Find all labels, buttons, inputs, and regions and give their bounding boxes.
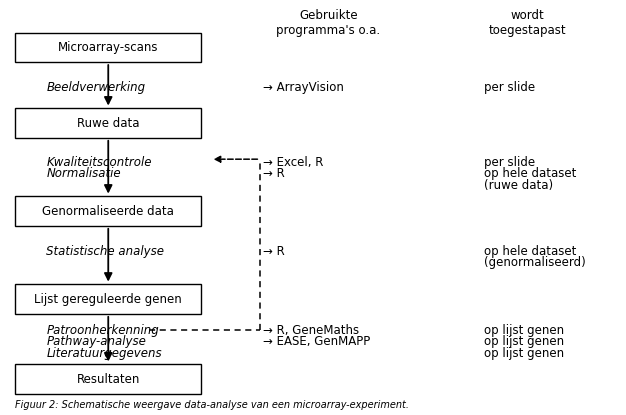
Text: (ruwe data): (ruwe data): [484, 179, 553, 192]
Text: Ruwe data: Ruwe data: [77, 117, 140, 129]
Text: Literatuurgegevens: Literatuurgegevens: [46, 347, 162, 360]
Text: Genormaliseerde data: Genormaliseerde data: [43, 205, 174, 218]
FancyBboxPatch shape: [15, 108, 202, 138]
Text: Kwaliteitscontrole: Kwaliteitscontrole: [46, 156, 151, 169]
Text: Pathway-analyse: Pathway-analyse: [46, 335, 146, 348]
Text: → R, GeneMaths: → R, GeneMaths: [264, 324, 359, 337]
Text: op lijst genen: op lijst genen: [484, 335, 564, 348]
Text: Beeldverwerking: Beeldverwerking: [46, 81, 145, 94]
Text: → ArrayVision: → ArrayVision: [264, 81, 344, 94]
Text: per slide: per slide: [484, 156, 535, 169]
FancyBboxPatch shape: [15, 364, 202, 394]
Text: Microarray-scans: Microarray-scans: [58, 41, 158, 54]
Text: Gebruikte
programma's o.a.: Gebruikte programma's o.a.: [277, 9, 381, 37]
Text: → R: → R: [264, 245, 285, 258]
Text: per slide: per slide: [484, 81, 535, 94]
Text: Normalisatie: Normalisatie: [46, 167, 121, 181]
FancyBboxPatch shape: [15, 33, 202, 62]
Text: wordt
toegestapast: wordt toegestapast: [488, 9, 566, 37]
Text: Patroonherkenning: Patroonherkenning: [46, 324, 159, 337]
Text: Statistische analyse: Statistische analyse: [46, 245, 164, 258]
FancyBboxPatch shape: [15, 196, 202, 226]
Text: op lijst genen: op lijst genen: [484, 347, 564, 360]
Text: Figuur 2: Schematische weergave data-analyse van een microarray-experiment.: Figuur 2: Schematische weergave data-ana…: [15, 400, 409, 410]
Text: (genormaliseerd): (genormaliseerd): [484, 256, 585, 269]
Text: → EASE, GenMAPP: → EASE, GenMAPP: [264, 335, 371, 348]
Text: Lijst gereguleerde genen: Lijst gereguleerde genen: [34, 293, 182, 306]
FancyBboxPatch shape: [15, 284, 202, 314]
Text: → R: → R: [264, 167, 285, 181]
Text: op lijst genen: op lijst genen: [484, 324, 564, 337]
Text: op hele dataset: op hele dataset: [484, 245, 576, 258]
Text: → Excel, R: → Excel, R: [264, 156, 324, 169]
Text: Resultaten: Resultaten: [76, 373, 140, 386]
Text: op hele dataset: op hele dataset: [484, 167, 576, 181]
